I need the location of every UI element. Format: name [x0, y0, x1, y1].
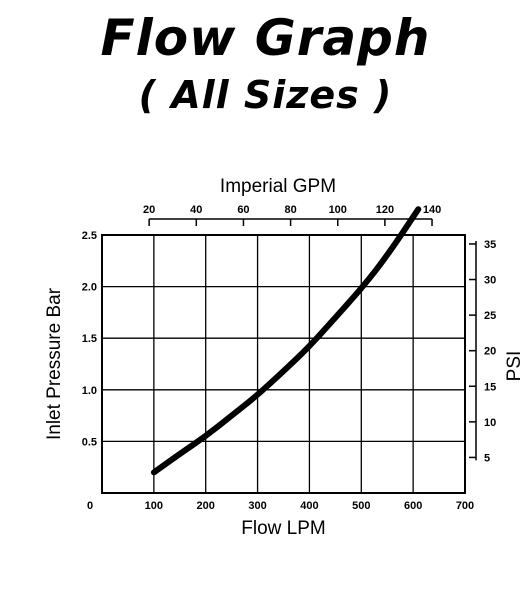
y-axis-title: Inlet Pressure Bar	[44, 287, 65, 440]
top-tick-label: 120	[376, 204, 394, 216]
x-tick-label: 300	[248, 500, 266, 512]
right-tick-label: 10	[484, 417, 496, 429]
top-tick-label: 20	[143, 204, 155, 216]
top-tick-label: 80	[284, 204, 296, 216]
top-tick-label: 60	[237, 204, 249, 216]
right-tick-label: 30	[484, 275, 496, 287]
top-gpm-axis: 20 40 60 80 100 120 140	[143, 204, 441, 226]
right-tick-label: 15	[484, 381, 496, 393]
y-axis-ticks: 0.5 1.0 1.5 2.0 2.5	[82, 230, 97, 448]
plot-frame	[101, 234, 466, 494]
x-tick-label: 200	[197, 500, 215, 512]
top-axis-title: Imperial GPM	[220, 176, 336, 197]
right-psi-axis: 5 10 15 20 25 30 35	[469, 239, 496, 464]
top-tick-label: 100	[329, 204, 347, 216]
y-tick-label: 0.5	[82, 436, 97, 448]
x-axis-ticks: 0 100 200 300 400 500 600 700	[87, 500, 474, 512]
chart-title: Flow Graph	[100, 9, 431, 67]
x-tick-label: 600	[404, 500, 422, 512]
right-tick-label: 25	[484, 310, 496, 322]
grid	[102, 235, 465, 493]
x-tick-label: 400	[300, 500, 318, 512]
y-tick-label: 2.0	[82, 282, 97, 294]
x-tick-label: 0	[87, 500, 93, 512]
flow-curve-line	[150, 206, 422, 476]
y-tick-label: 1.0	[82, 385, 97, 397]
right-tick-label: 35	[484, 239, 496, 251]
x-tick-label: 500	[352, 500, 370, 512]
chart-subtitle: ( All Sizes )	[138, 73, 393, 117]
x-axis-title: Flow LPM	[241, 518, 325, 539]
y-tick-label: 2.5	[82, 230, 97, 242]
y-tick-label: 1.5	[82, 333, 97, 345]
top-tick-label: 40	[190, 204, 202, 216]
x-tick-label: 700	[456, 500, 474, 512]
top-tick-label: 140	[423, 204, 441, 216]
x-tick-label: 100	[145, 500, 163, 512]
right-axis-title: PSI	[504, 351, 525, 382]
right-tick-label: 5	[484, 452, 490, 464]
right-tick-label: 20	[484, 346, 496, 358]
